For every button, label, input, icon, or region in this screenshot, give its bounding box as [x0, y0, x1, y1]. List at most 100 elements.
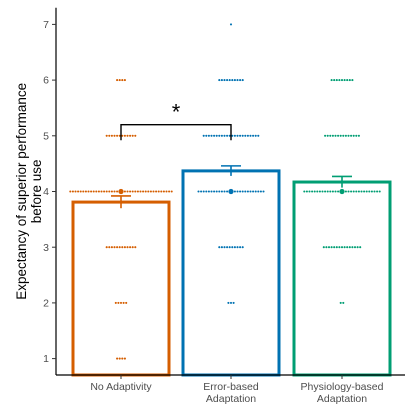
- data-point: [244, 190, 247, 193]
- data-point: [147, 190, 150, 193]
- data-point: [105, 134, 108, 137]
- data-point: [125, 301, 128, 304]
- data-point: [342, 301, 345, 304]
- median-marker-0: [118, 188, 124, 195]
- data-point: [334, 134, 337, 137]
- x-tick-label: Physiology-based: [301, 381, 384, 393]
- data-point: [308, 190, 311, 193]
- data-point: [126, 134, 129, 137]
- data-point: [228, 134, 231, 137]
- data-point: [223, 246, 226, 249]
- data-point: [313, 190, 316, 193]
- data-point: [356, 246, 359, 249]
- data-point: [257, 134, 260, 137]
- data-point: [303, 190, 306, 193]
- data-point: [131, 190, 134, 193]
- data-point: [249, 190, 252, 193]
- data-point: [322, 246, 325, 249]
- data-point: [226, 79, 229, 82]
- data-point: [152, 190, 155, 193]
- data-point: [231, 134, 234, 137]
- data-point: [223, 190, 226, 193]
- data-point: [321, 190, 324, 193]
- data-point: [373, 190, 376, 193]
- data-point: [129, 134, 132, 137]
- data-point: [226, 246, 229, 249]
- significance-bracket-line: [120, 123, 232, 141]
- data-point: [118, 134, 121, 137]
- data-point: [105, 190, 108, 193]
- data-point: [231, 246, 234, 249]
- data-point: [210, 190, 213, 193]
- data-point: [79, 190, 82, 193]
- data-point: [239, 134, 242, 137]
- data-point: [241, 246, 244, 249]
- data-point: [71, 190, 74, 193]
- data-point: [108, 246, 111, 249]
- data-point: [368, 190, 371, 193]
- data-point: [213, 190, 216, 193]
- data-point: [87, 190, 90, 193]
- data-point: [165, 190, 168, 193]
- data-point: [339, 301, 342, 304]
- data-point: [343, 246, 346, 249]
- data-point: [338, 79, 341, 82]
- data-point: [218, 134, 221, 137]
- data-point: [118, 357, 121, 360]
- data-point: [144, 190, 147, 193]
- data-point: [77, 190, 80, 193]
- data-point: [236, 134, 239, 137]
- data-point: [236, 246, 239, 249]
- error-bars-layer: [111, 165, 352, 209]
- data-point: [95, 190, 98, 193]
- data-point: [340, 246, 344, 249]
- data-point: [259, 190, 262, 193]
- data-point: [134, 246, 137, 249]
- data-point: [338, 246, 341, 249]
- data-point: [348, 246, 351, 249]
- data-point: [220, 190, 223, 193]
- data-point: [139, 190, 142, 193]
- data-point: [233, 190, 236, 193]
- data-point: [249, 134, 252, 137]
- data-point: [228, 79, 231, 82]
- data-point: [121, 134, 124, 137]
- dots-layer: [69, 23, 381, 360]
- x-tick-label: Error-based: [203, 381, 259, 393]
- data-point: [244, 134, 247, 137]
- y-tick-label: 6: [43, 75, 49, 87]
- data-point: [331, 190, 334, 193]
- y-axis-title-group: Expectancy of superior performance before…: [14, 83, 44, 300]
- data-point: [262, 190, 265, 193]
- data-point: [220, 134, 223, 137]
- data-point: [108, 190, 111, 193]
- data-point: [348, 79, 351, 82]
- data-point: [92, 190, 95, 193]
- data-point: [236, 79, 239, 82]
- data-point: [344, 134, 347, 137]
- data-point: [326, 134, 329, 137]
- data-point: [355, 134, 358, 137]
- x-tick-label: Adaptation: [317, 393, 367, 405]
- y-tick-label: 7: [43, 19, 49, 31]
- data-point: [82, 190, 85, 193]
- data-point: [123, 190, 126, 193]
- data-point: [69, 190, 72, 193]
- median-marker-2: [339, 188, 345, 195]
- data-point: [110, 190, 113, 193]
- data-point: [113, 190, 116, 193]
- data-point: [342, 134, 345, 137]
- data-point: [105, 246, 108, 249]
- data-point: [218, 79, 221, 82]
- data-point: [205, 134, 208, 137]
- data-point: [126, 246, 129, 249]
- data-point: [215, 190, 218, 193]
- x-tick-label: Adaptation: [206, 393, 256, 405]
- data-point: [113, 246, 116, 249]
- y-tick-label: 2: [43, 298, 49, 310]
- data-point: [228, 246, 231, 249]
- data-point: [378, 190, 381, 193]
- data-point: [239, 190, 242, 193]
- significance-bracket: *: [120, 100, 232, 141]
